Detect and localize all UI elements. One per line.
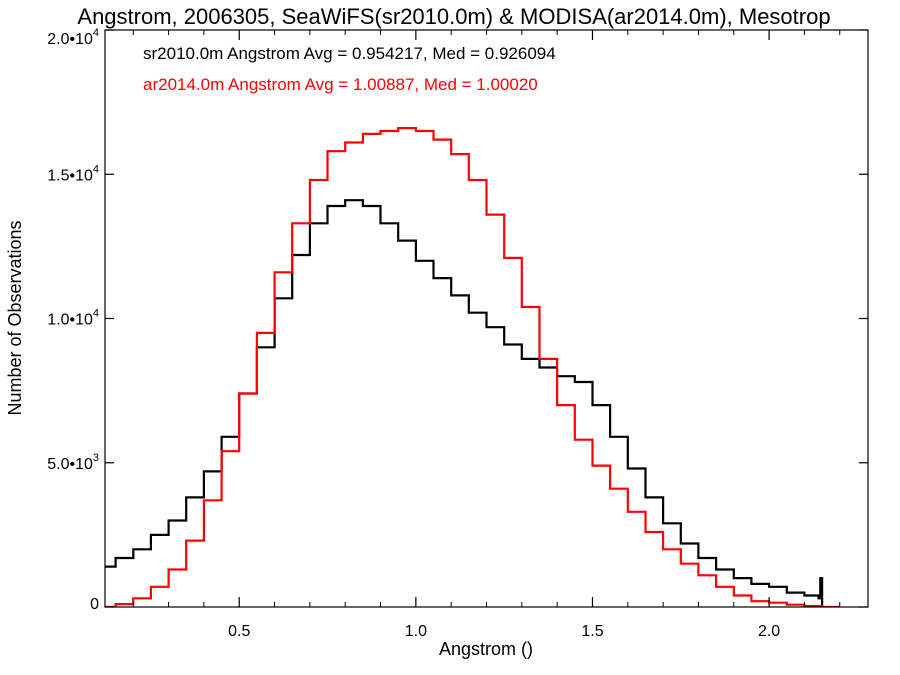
y-tick-label: 0 xyxy=(90,596,99,613)
y-tick-label: 1.5•104 xyxy=(47,163,99,184)
y-tick-label: 1.0•104 xyxy=(47,308,99,329)
x-tick-label: 1.0 xyxy=(405,623,427,640)
chart-title: Angstrom, 2006305, SeaWiFS(sr2010.0m) & … xyxy=(77,4,830,29)
series-line-0 xyxy=(105,199,824,607)
y-tick-exponent: 4 xyxy=(93,27,99,39)
x-tick-label: 2.0 xyxy=(758,623,780,640)
y-tick-exponent: 3 xyxy=(93,452,99,464)
y-tick-exponent: 4 xyxy=(93,163,99,175)
x-axis-label: Angstrom () xyxy=(439,639,533,659)
plot-area xyxy=(105,127,840,607)
x-axis-ticks: 0.5 1.0 1.5 2.0 xyxy=(132,30,841,640)
y-axis-ticks: 0 5.0•103 1.0•104 1.5•104 2.0•104 xyxy=(47,27,868,613)
series-line-1 xyxy=(105,127,840,607)
x-tick-label: 1.5 xyxy=(581,623,603,640)
y-axis-label: Number of Observations xyxy=(5,220,25,415)
legend-annotations: sr2010.0m Angstrom Avg = 0.954217, Med =… xyxy=(143,44,556,94)
x-tick-label: 0.5 xyxy=(228,623,250,640)
y-tick-exponent: 4 xyxy=(93,308,99,320)
annotation-text: sr2010.0m Angstrom Avg = 0.954217, Med =… xyxy=(143,44,556,63)
y-tick-label: 2.0•104 xyxy=(47,27,99,48)
y-tick-label: 5.0•103 xyxy=(47,452,99,473)
annotation-text: ar2014.0m Angstrom Avg = 1.00887, Med = … xyxy=(143,75,538,94)
